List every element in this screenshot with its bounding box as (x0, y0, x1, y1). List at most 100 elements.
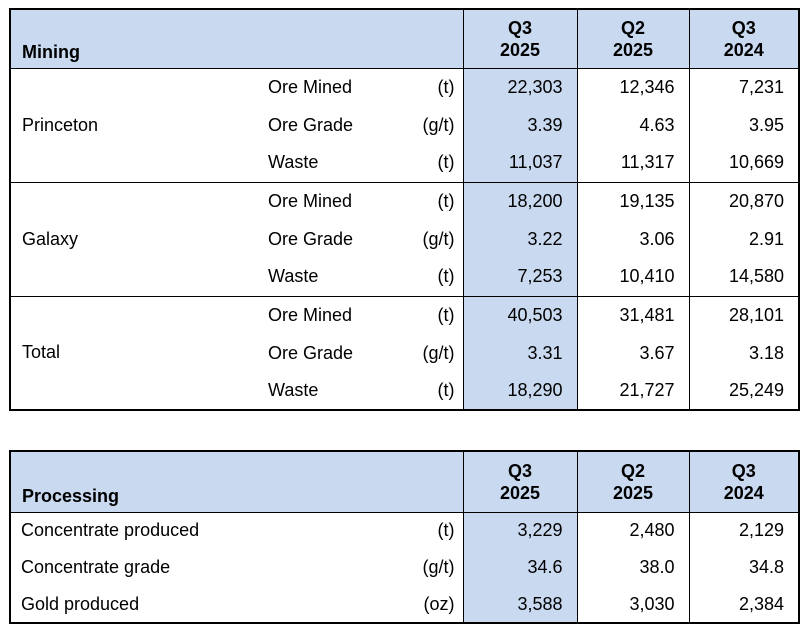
value-cell: 2,129 (688, 512, 799, 549)
unit-label: (t) (437, 520, 455, 541)
unit-label: (t) (437, 266, 455, 287)
unit-label: (g/t) (422, 228, 455, 249)
period-year: 2024 (723, 39, 764, 60)
metric-label: Waste (268, 266, 319, 287)
metric-label: Ore Grade (268, 114, 354, 135)
value-cell: 38.0 (576, 549, 689, 586)
value-cell: 3.95 (688, 106, 800, 144)
period-header-q2-2025: Q2 2025 (576, 9, 690, 68)
mining-table-header: Mining Q3 2025 Q2 2025 Q3 2024 (10, 9, 800, 68)
value-cell: 31,481 (576, 296, 690, 334)
period-year: 2025 (500, 39, 541, 60)
unit-label: (g/t) (422, 114, 455, 135)
value-cell: 10,669 (688, 144, 800, 182)
value-cell: 3,229 (462, 512, 577, 549)
row-label: Concentrate grade (21, 557, 171, 577)
metric-label: Waste (268, 380, 319, 400)
value-cell: 10,410 (576, 258, 690, 296)
value-cell: 21,727 (576, 372, 690, 410)
table-row: Waste (t) 11,037 11,317 10,669 (10, 144, 800, 182)
metric-label: Ore Mined (268, 76, 353, 97)
table-row: Ore Grade (g/t) 3.22 3.06 2.91 (10, 220, 800, 258)
table-row: Gold produced (oz) 3,588 3,030 2,384 (10, 586, 799, 623)
value-cell: 3.31 (462, 334, 578, 372)
table-row: Galaxy Ore Mined (t) 18,200 19,135 20,870 (10, 182, 800, 249)
period-year: 2025 (613, 39, 654, 60)
value-cell: 11,317 (576, 144, 690, 182)
period-year: 2025 (499, 482, 541, 503)
value-cell: 11,037 (462, 144, 578, 182)
value-cell: 7,231 (688, 68, 800, 106)
table-row: Princeton Ore Mined (t) 22,303 12,346 7,231 (10, 68, 800, 135)
value-cell: 3.67 (576, 334, 690, 372)
unit-label: (t) (437, 152, 455, 173)
value-cell: 3.06 (576, 220, 690, 258)
value-cell: 18,200 (462, 182, 578, 220)
value-cell: 34.8 (688, 549, 799, 586)
processing-rows: Concentrate produced (t) 3,229 2,480 2,129 Co… (10, 512, 799, 623)
value-cell: 2,384 (688, 586, 799, 623)
unit-label: (t) (437, 190, 455, 211)
period-header-q3-2025: Q3 2025 (462, 9, 578, 68)
table-row: Waste (t) 7,253 10,410 14,580 (10, 258, 800, 296)
table-row: Ore Grade (g/t) 3.31 3.67 3.18 (10, 334, 800, 372)
value-cell: 3,030 (576, 586, 689, 623)
value-cell: 3.39 (462, 106, 578, 144)
period-year: 2024 (723, 482, 764, 503)
group-label: Total (22, 342, 61, 363)
metric-label: Waste (268, 152, 319, 173)
mining-group-galaxy: Galaxy Ore Mined (t) 18,200 19,135 20,870 Ore … (10, 182, 800, 296)
mining-table-title: Mining (10, 9, 464, 68)
table-row: Concentrate produced (t) 3,229 2,480 2,129 (10, 512, 799, 549)
period-quarter: Q3 (731, 460, 756, 481)
value-cell: 3.18 (688, 334, 800, 372)
table-row: Waste (t) 18,290 21,727 25,249 (10, 372, 800, 410)
row-label: Gold produced (21, 593, 140, 614)
period-header-q3-2024: Q3 2024 (688, 9, 800, 68)
unit-label: (t) (437, 304, 455, 325)
value-cell: 4.63 (576, 106, 690, 144)
processing-table-title: Processing (10, 451, 463, 512)
period-header-q3-2024: Q3 2024 (688, 451, 799, 512)
table-row: Total Ore Mined (t) 40,503 31,481 28,101 (10, 296, 800, 362)
unit-label: (t) (437, 380, 455, 400)
period-header-q2-2025: Q2 2025 (576, 451, 689, 512)
metric-label: Ore Grade (268, 228, 354, 249)
value-cell: 18,290 (462, 372, 578, 410)
value-cell: 20,870 (688, 182, 800, 220)
unit-label: (g/t) (422, 557, 455, 577)
table-row: Concentrate grade (g/t) 34.6 38.0 34.8 (10, 549, 799, 586)
value-cell: 3,588 (462, 586, 577, 623)
value-cell: 40,503 (462, 296, 578, 334)
value-cell: 25,249 (688, 372, 800, 410)
metric-label: Ore Mined (268, 190, 353, 211)
value-cell: 7,253 (462, 258, 578, 296)
group-label: Galaxy (22, 228, 79, 249)
period-quarter: Q2 (620, 460, 645, 481)
value-cell: 22,303 (462, 68, 578, 106)
value-cell: 14,580 (688, 258, 800, 296)
mining-group-princeton: Princeton Ore Mined (t) 22,303 12,346 7,231 Or… (10, 68, 800, 182)
value-cell: 19,135 (576, 182, 690, 220)
value-cell: 2.91 (688, 220, 800, 258)
unit-label: (t) (437, 76, 455, 97)
period-quarter: Q3 (507, 460, 532, 481)
value-cell: 3.22 (462, 220, 578, 258)
processing-table-header: Processing Q3 2025 Q2 2025 Q3 2024 (10, 451, 799, 512)
period-quarter: Q3 (731, 17, 756, 38)
row-label: Concentrate produced (21, 520, 200, 541)
value-cell: 28,101 (688, 296, 800, 334)
metric-label: Ore Mined (268, 304, 353, 325)
group-label: Princeton (22, 114, 99, 135)
processing-table: Processing Q3 2025 Q2 2025 Q3 2024 Conce… (9, 450, 800, 624)
period-quarter: Q3 (508, 17, 533, 38)
period-year: 2025 (612, 482, 654, 503)
unit-label: (oz) (423, 593, 455, 614)
unit-label: (g/t) (422, 342, 455, 363)
value-cell: 2,480 (576, 512, 689, 549)
mining-table: Mining Q3 2025 Q2 2025 Q3 2024 Princeton… (9, 8, 801, 411)
mining-group-total: Total Ore Mined (t) 40,503 31,481 28,101 Ore G… (10, 296, 800, 410)
table-row: Ore Grade (g/t) 3.39 4.63 3.95 (10, 106, 800, 144)
metric-label: Ore Grade (268, 342, 354, 363)
